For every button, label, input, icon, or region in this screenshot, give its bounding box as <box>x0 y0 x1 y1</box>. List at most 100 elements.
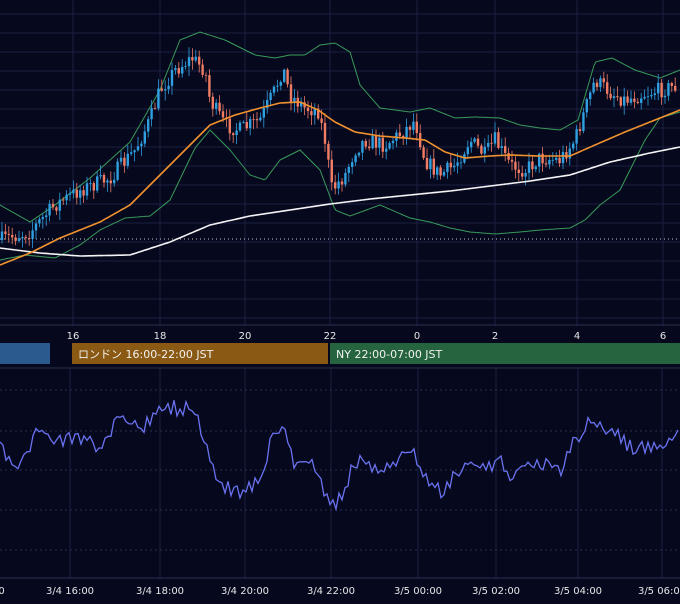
candle-down <box>55 207 58 211</box>
candle-up <box>429 158 432 170</box>
price-x-axis: 16 18 20 22 0 2 4 6 <box>0 324 680 342</box>
candle-up <box>99 175 102 177</box>
candle-down <box>14 237 17 241</box>
candle-up <box>500 146 503 148</box>
candle-up <box>194 56 197 61</box>
candle-up <box>17 238 21 241</box>
candle-down <box>415 121 418 134</box>
candle-up <box>65 194 68 201</box>
candle-up <box>0 231 4 240</box>
candle-down <box>606 82 609 94</box>
candle-down <box>255 119 259 121</box>
candle-up <box>555 157 558 160</box>
oscillator-x-tick-label: 3/5 02:00 <box>472 586 520 597</box>
candle-down <box>402 135 405 138</box>
candle-down <box>204 74 208 76</box>
candle-up <box>215 102 218 109</box>
candle-up <box>589 92 592 100</box>
candle-up <box>623 96 626 106</box>
bollinger-bands <box>0 31 680 261</box>
oscillator-x-tick-label: 3/5 06:00 <box>638 586 680 597</box>
candle-down <box>374 135 378 148</box>
candle-up <box>388 143 391 149</box>
candle-up <box>456 162 459 166</box>
candle-up <box>378 137 381 148</box>
candle-up <box>113 179 116 184</box>
oscillator-x-tick-label: 3/4 16:00 <box>46 586 94 597</box>
candle-down <box>317 108 320 119</box>
candle-down <box>364 140 367 147</box>
candle-up <box>667 83 670 96</box>
candle-up <box>283 69 286 82</box>
candle-up <box>143 131 146 144</box>
candle-down <box>11 234 14 238</box>
price-x-tick-label: 6 <box>660 331 666 342</box>
candle-down <box>381 137 384 152</box>
candle-down <box>602 78 605 83</box>
moving-average-long-line <box>0 146 680 257</box>
candle-up <box>242 122 245 123</box>
candle-down <box>62 199 65 201</box>
candle-up <box>150 108 153 120</box>
candle-down <box>514 161 517 170</box>
candle-down <box>153 108 157 109</box>
candle-up <box>272 86 276 93</box>
candle-down <box>517 169 520 174</box>
candle-up <box>269 92 272 101</box>
candle-down <box>201 64 204 75</box>
candle-up <box>663 95 667 98</box>
candle-up <box>119 157 123 162</box>
candle-up <box>68 193 72 195</box>
candle-up <box>371 135 374 149</box>
candle-up <box>561 152 565 164</box>
oscillator-line <box>0 399 679 512</box>
candle-up <box>130 152 133 154</box>
candle-up <box>41 217 44 220</box>
candle-up <box>58 199 61 211</box>
candle-up <box>21 236 24 239</box>
candle-up <box>140 143 143 147</box>
candle-up <box>170 69 174 86</box>
candle-up <box>412 121 415 130</box>
candle-down <box>211 96 214 109</box>
candle-down <box>198 56 201 65</box>
candle-up <box>157 88 160 109</box>
candle-down <box>75 189 78 198</box>
candle-up <box>79 190 82 198</box>
price-grid <box>0 0 680 325</box>
candle-down <box>660 82 663 98</box>
price-x-tick-label: 4 <box>574 331 580 342</box>
bollinger-upper-line <box>0 31 680 223</box>
candle-up <box>470 141 473 148</box>
candle-down <box>323 122 327 144</box>
candle-down <box>616 96 619 98</box>
candle-up <box>96 176 99 191</box>
candle-down <box>177 68 180 74</box>
candle-up <box>313 108 316 116</box>
candle-up <box>357 152 361 156</box>
candle-up <box>354 155 357 163</box>
candle-down <box>320 118 323 123</box>
candle-up <box>568 148 571 159</box>
candle-up <box>72 189 75 194</box>
session-label: ロンドン 16:00-22:00 JST <box>78 348 214 361</box>
candle-down <box>432 158 435 175</box>
candle-up <box>187 57 191 67</box>
candle-down <box>633 98 636 102</box>
session-bar: ロンドン 16:00-22:00 JST NY 22:00-07:00 JST <box>0 343 680 364</box>
candle-up <box>575 129 578 144</box>
candle-up <box>582 112 585 131</box>
candle-down <box>531 161 534 170</box>
candle-up <box>174 68 177 70</box>
candle-down <box>191 57 194 61</box>
candle-up <box>592 82 595 93</box>
candle-up <box>279 81 282 86</box>
candle-down <box>334 182 337 189</box>
candle-up <box>235 130 238 136</box>
candle-up <box>126 153 129 166</box>
candle-down <box>306 107 310 112</box>
candle-down <box>609 93 612 99</box>
candle-down <box>674 85 677 91</box>
candle-down <box>510 159 514 162</box>
